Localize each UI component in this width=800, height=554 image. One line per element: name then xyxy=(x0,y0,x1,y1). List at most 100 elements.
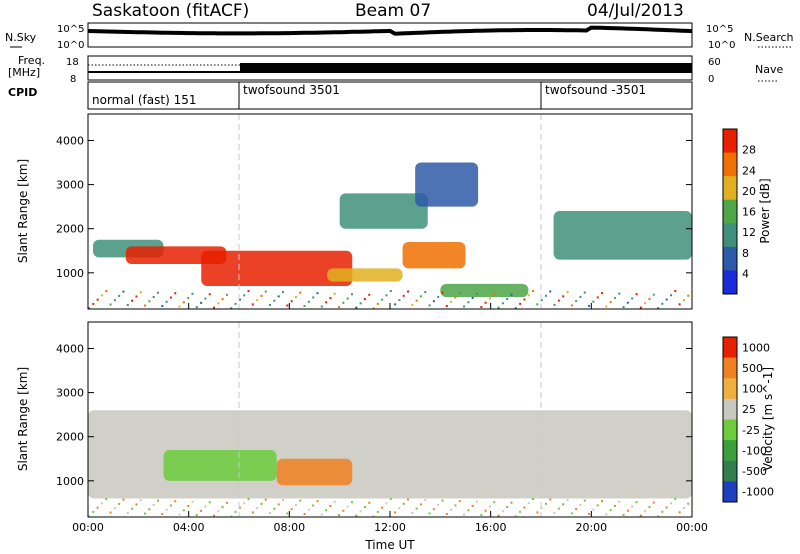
velocity-colorbar-swatch xyxy=(723,378,737,400)
velocity-echo-speck xyxy=(674,497,677,500)
power-echo-speck xyxy=(217,302,220,305)
velocity-echo-speck xyxy=(144,512,147,515)
velocity-xtick-label: 00:00 xyxy=(72,521,104,534)
power-echo-speck xyxy=(411,303,414,306)
power-echo-speck xyxy=(325,301,328,304)
velocity-echo-speck xyxy=(463,513,466,516)
velocity-echo-speck xyxy=(273,507,276,510)
power-echo-speck xyxy=(467,301,470,304)
velocity-echo-speck xyxy=(204,505,207,508)
power-echo-speck xyxy=(260,294,263,297)
power-echo-speck xyxy=(631,297,634,300)
power-echo-speck xyxy=(454,296,457,299)
velocity-colorbar-frame xyxy=(722,336,738,503)
velocity-echo-speck xyxy=(622,514,625,516)
velocity-echo-speck xyxy=(583,499,586,502)
power-echo-speck xyxy=(251,303,254,306)
velocity-xtick-label: 08:00 xyxy=(273,521,305,534)
velocity-echo-speck xyxy=(225,501,228,504)
velocity-echo-speck xyxy=(601,500,604,503)
velocity-echo-speck xyxy=(230,515,233,518)
velocity-echo-speck xyxy=(96,506,99,509)
power-echo-speck xyxy=(200,301,203,304)
power-echo-speck xyxy=(281,291,284,294)
velocity-echo-speck xyxy=(113,507,116,510)
velocity-echo-speck xyxy=(687,502,690,505)
velocity-echo-speck xyxy=(475,500,478,503)
velocity-echo-speck xyxy=(238,506,241,509)
velocity-echo-speck xyxy=(200,509,203,512)
power-echo-speck xyxy=(376,302,379,305)
velocity-echo-speck xyxy=(135,503,138,506)
velocity-echo-speck xyxy=(256,507,259,510)
power-colorbar-label: Power [dB] xyxy=(758,178,772,243)
power-echo-speck xyxy=(294,295,297,298)
noise-tick-left-bottom: 10^0 xyxy=(57,40,84,51)
power-echo-speck xyxy=(213,306,216,309)
velocity-echo-speck xyxy=(437,503,440,506)
power-echo-speck xyxy=(549,290,552,293)
velocity-echo-speck xyxy=(501,510,504,513)
power-colorbar-swatch xyxy=(723,246,737,271)
power-echo-speck xyxy=(389,290,392,293)
nsky-label: N.Sky xyxy=(5,31,37,44)
velocity-echo-speck xyxy=(290,508,293,511)
velocity-echo-speck xyxy=(182,509,185,512)
power-echo-speck xyxy=(359,302,362,305)
power-echo-speck xyxy=(445,304,448,307)
power-echo-speck xyxy=(648,297,651,300)
velocity-echo-speck xyxy=(497,514,500,517)
velocity-echo-speck xyxy=(329,505,332,507)
velocity-echo-speck xyxy=(247,498,250,501)
power-echo-speck xyxy=(113,299,116,302)
velocity-echo-speck xyxy=(510,501,513,504)
power-echo-speck xyxy=(687,294,690,297)
power-echo-speck xyxy=(419,295,422,298)
power-colorbar-swatch xyxy=(723,176,737,201)
velocity-echo-speck xyxy=(286,512,289,515)
velocity-echo-speck xyxy=(208,501,211,504)
velocity-colorbar-swatch xyxy=(723,419,737,441)
power-echo-speck xyxy=(579,295,582,298)
power-echo-speck xyxy=(333,292,336,295)
velocity-colorbar-tick: 100 xyxy=(742,383,763,396)
power-echo-speck xyxy=(363,298,366,301)
velocity-echo-speck xyxy=(320,513,323,516)
power-echo-speck xyxy=(152,295,155,298)
power-colorbar-swatch xyxy=(723,129,737,154)
velocity-echo-speck xyxy=(195,514,198,517)
velocity-echo-speck xyxy=(122,498,125,501)
power-echo-speck xyxy=(588,304,591,307)
velocity-echo-speck xyxy=(592,508,595,511)
power-echo-speck xyxy=(644,302,647,305)
velocity-echo-speck xyxy=(385,502,388,505)
power-echo-speck xyxy=(247,290,250,293)
power-colorbar-tick: 4 xyxy=(742,267,749,280)
power-echo-speck xyxy=(536,303,539,306)
power-colorbar-swatch xyxy=(723,199,737,224)
cpid-segment-label: twofsound -3501 xyxy=(545,83,646,97)
power-echo-speck xyxy=(96,298,99,301)
velocity-echo-speck xyxy=(342,509,345,512)
power-echo-speck xyxy=(540,299,543,302)
power-echo-speck xyxy=(557,299,560,302)
velocity-echo-speck xyxy=(139,499,142,502)
velocity-echo-speck xyxy=(161,513,164,516)
power-echo-speck xyxy=(105,290,108,293)
velocity-ytick-label: 4000 xyxy=(56,342,84,355)
power-echo-speck xyxy=(661,302,664,305)
velocity-ytick-label: 2000 xyxy=(56,431,84,444)
power-echo-region xyxy=(415,162,479,207)
power-ytick-label: 4000 xyxy=(56,134,84,147)
power-echo-speck xyxy=(329,297,332,299)
velocity-colorbar-swatch xyxy=(723,440,737,462)
velocity-echo-speck xyxy=(549,498,552,501)
power-echo-speck xyxy=(424,291,427,294)
velocity-colorbar-label: Velocity [m s^-1] xyxy=(761,367,775,471)
velocity-echo-speck xyxy=(454,504,457,507)
velocity-colorbar-tick: 1000 xyxy=(742,341,770,354)
velocity-colorbar-swatch xyxy=(723,481,737,503)
power-echo-speck xyxy=(484,301,487,304)
power-echo-speck xyxy=(570,304,573,307)
power-echo-speck xyxy=(277,295,280,298)
